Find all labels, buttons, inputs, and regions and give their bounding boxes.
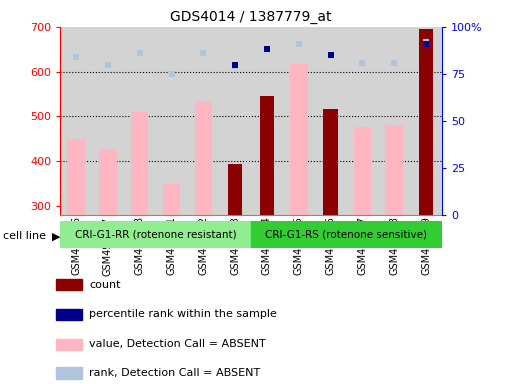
Text: rank, Detection Call = ABSENT: rank, Detection Call = ABSENT — [89, 368, 260, 378]
Text: CRI-G1-RS (rotenone sensitive): CRI-G1-RS (rotenone sensitive) — [266, 229, 427, 239]
Bar — [56, 367, 82, 379]
Bar — [385, 126, 403, 215]
Bar — [260, 96, 274, 215]
Text: percentile rank within the sample: percentile rank within the sample — [89, 310, 277, 319]
Bar — [419, 29, 433, 215]
Bar — [131, 112, 149, 215]
Bar — [195, 101, 212, 215]
Text: ▶: ▶ — [52, 231, 61, 241]
Bar — [56, 309, 82, 320]
Bar — [67, 139, 85, 215]
Bar — [56, 279, 82, 290]
Bar — [323, 109, 338, 215]
Bar — [163, 184, 180, 215]
Bar — [251, 221, 442, 248]
Text: cell line: cell line — [3, 231, 46, 241]
Bar — [99, 149, 117, 215]
Bar — [354, 127, 371, 215]
Text: value, Detection Call = ABSENT: value, Detection Call = ABSENT — [89, 339, 266, 349]
Text: count: count — [89, 280, 120, 290]
Bar — [228, 164, 242, 215]
Bar — [290, 64, 308, 215]
Bar — [56, 339, 82, 350]
Title: GDS4014 / 1387779_at: GDS4014 / 1387779_at — [170, 10, 332, 25]
Bar — [60, 221, 251, 248]
Text: CRI-G1-RR (rotenone resistant): CRI-G1-RR (rotenone resistant) — [75, 229, 236, 239]
